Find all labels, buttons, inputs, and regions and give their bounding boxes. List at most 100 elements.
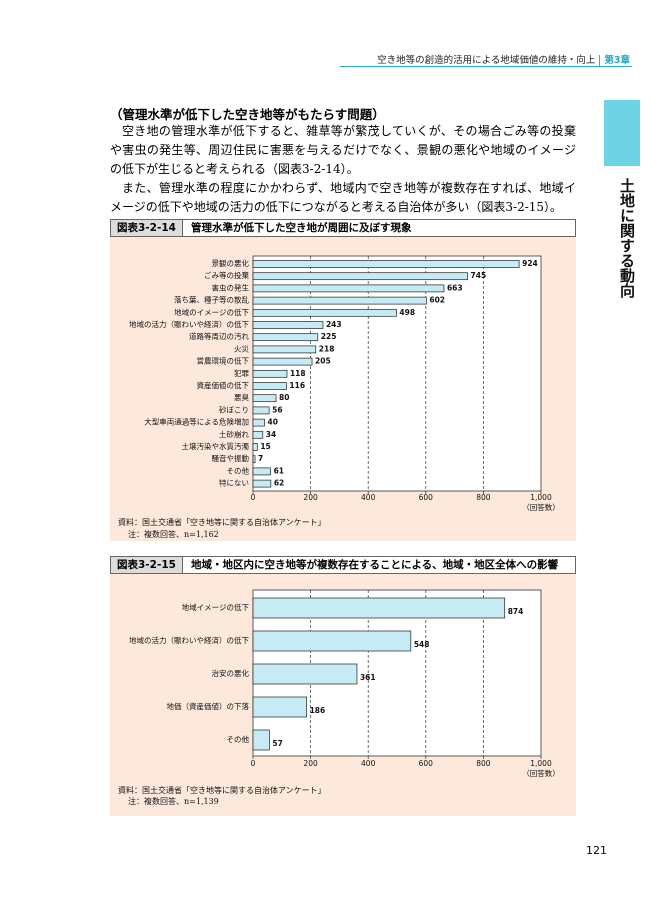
category-label: 土砂崩れ: [219, 429, 249, 439]
bar: [252, 308, 397, 317]
category-label: その他: [227, 465, 250, 475]
x-tick-label: 0: [251, 759, 256, 768]
category-label: 地域の活力（賑わいや経済）の低下: [129, 635, 249, 645]
category-label: 地域の活力（賑わいや経済）の低下: [129, 319, 249, 329]
figure-title: 地域・地区内に空き地等が複数存在することによる、地域・地区全体への影響: [190, 559, 559, 571]
value-label: 361: [360, 673, 376, 682]
value-label: 186: [310, 706, 326, 715]
category-label: 落ち葉、種子等の散乱: [174, 295, 249, 305]
x-tick-label: 800: [476, 493, 491, 502]
bar: [252, 357, 313, 366]
note: 資料：国土交通省「空き地等に関する自治体アンケート」: [118, 785, 326, 795]
x-tick-label: 600: [419, 759, 434, 768]
x-tick-label: 1,000: [530, 759, 552, 768]
x-tick-label: 1,000: [530, 493, 552, 502]
category-label: 大型車両通過等による危険増加: [144, 417, 249, 427]
x-tick-label: 200: [303, 759, 318, 768]
header-rule: [340, 66, 632, 67]
bar: [252, 394, 277, 403]
value-label: 40: [268, 418, 278, 427]
plot-frame: [252, 255, 542, 492]
bar: [252, 272, 468, 281]
x-tick-label: 0: [251, 493, 256, 502]
category-label: 道路等周辺の汚れ: [189, 331, 249, 341]
body-text: 空き地の管理水準が低下すると、雑草等が繁茂していくが、その場合ごみ等の投棄や害虫…: [110, 122, 576, 217]
bar: [252, 443, 258, 451]
category-label: 悪臭: [234, 392, 249, 402]
value-label: 205: [315, 357, 331, 366]
value-label: 663: [447, 283, 463, 292]
value-label: 61: [274, 466, 284, 475]
category-label: 治安の悪化: [212, 668, 250, 678]
bar: [252, 455, 256, 464]
bar: [252, 630, 412, 652]
category-label: 営農環境の低下: [197, 356, 250, 366]
category-label: 土壌汚染や水質汚濁: [182, 441, 250, 451]
value-label: 745: [471, 271, 487, 280]
bar: [252, 418, 265, 427]
value-label: 116: [289, 381, 305, 390]
figure-header: 図表3-2-14 管理水準が低下した空き地が周囲に及ぼす現象: [110, 219, 576, 237]
bar: [252, 345, 317, 354]
bar: [252, 260, 520, 268]
chart: 0 200 400 600 800 1,000（回答数） 地域イメージの低下 874 地域の活力…: [110, 574, 576, 816]
axis-unit: （回答数）: [522, 768, 560, 778]
bar: [252, 696, 307, 718]
value-label: 80: [279, 393, 289, 402]
category-label: 砂ぼこり: [219, 404, 249, 414]
figure-number: 図表3-2-14: [111, 220, 183, 236]
category-label: その他: [227, 734, 250, 744]
x-tick-label: 200: [303, 493, 318, 502]
chapter-label: 第3章: [599, 55, 630, 66]
value-label: 56: [272, 405, 282, 414]
header-title: 空き地等の創造的活用による地域価値の維持・向上: [377, 55, 596, 66]
value-label: 118: [290, 369, 306, 378]
category-label: 地価（資産価値）の下落: [167, 701, 250, 711]
page-number: 121: [586, 844, 607, 857]
side-tab: [604, 100, 640, 166]
note: 資料：国土交通省「空き地等に関する自治体アンケート」: [118, 517, 326, 527]
side-title: 土地に関する動向: [618, 178, 636, 298]
paragraph: また、管理水準の程度にかかわらず、地域内で空き地等が複数存在すれば、地域イメージ…: [110, 181, 576, 214]
value-label: 62: [274, 479, 284, 488]
bar: [252, 663, 358, 685]
value-label: 34: [266, 430, 276, 439]
category-label: 火災: [234, 344, 249, 353]
figure-title: 管理水準が低下した空き地が周囲に及ぼす現象: [190, 222, 412, 234]
section-heading: （管理水準が低下した空き地等がもたらす問題）: [110, 107, 385, 122]
paragraph: 空き地の管理水準が低下すると、雑草等が繁茂していくが、その場合ごみ等の投棄や害虫…: [110, 124, 576, 176]
x-tick-label: 400: [361, 493, 376, 502]
x-tick-label: 800: [476, 759, 491, 768]
chart: 0 200 400 600 800 1,000（回答数） 景観の悪化 924 ごみ等の投棄 745…: [110, 237, 576, 541]
value-label: 7: [258, 454, 263, 463]
value-label: 498: [399, 308, 415, 317]
bar: [252, 597, 506, 619]
bar: [252, 382, 287, 390]
value-label: 225: [321, 332, 337, 341]
bar: [252, 406, 270, 415]
figure-number: 図表3-2-15: [111, 557, 183, 573]
bar: [252, 430, 264, 439]
axis-unit: （回答数）: [522, 502, 560, 512]
bar: [252, 729, 270, 751]
value-label: 218: [319, 344, 335, 353]
bar: [252, 467, 271, 476]
bar: [252, 296, 427, 305]
category-label: 特にない: [219, 478, 249, 488]
figure: 図表3-2-15 地域・地区内に空き地等が複数存在することによる、地域・地区全体へ…: [110, 556, 576, 816]
bar: [252, 333, 319, 342]
category-label: 景観の悪化: [212, 258, 250, 268]
note: 注：複数回答、n=1,139: [128, 796, 219, 806]
x-tick-label: 600: [419, 493, 434, 502]
header: 空き地等の創造的活用による地域価値の維持・向上 第3章: [340, 52, 630, 66]
bar: [252, 369, 288, 378]
value-label: 548: [414, 640, 430, 649]
x-tick-label: 400: [361, 759, 376, 768]
category-label: 地域イメージの低下: [182, 602, 250, 612]
bar: [252, 284, 445, 293]
bar: [252, 321, 324, 329]
category-label: 犯罪: [234, 368, 249, 378]
category-label: 害虫の発生: [212, 282, 250, 292]
category-label: 騒音や振動: [212, 453, 250, 463]
